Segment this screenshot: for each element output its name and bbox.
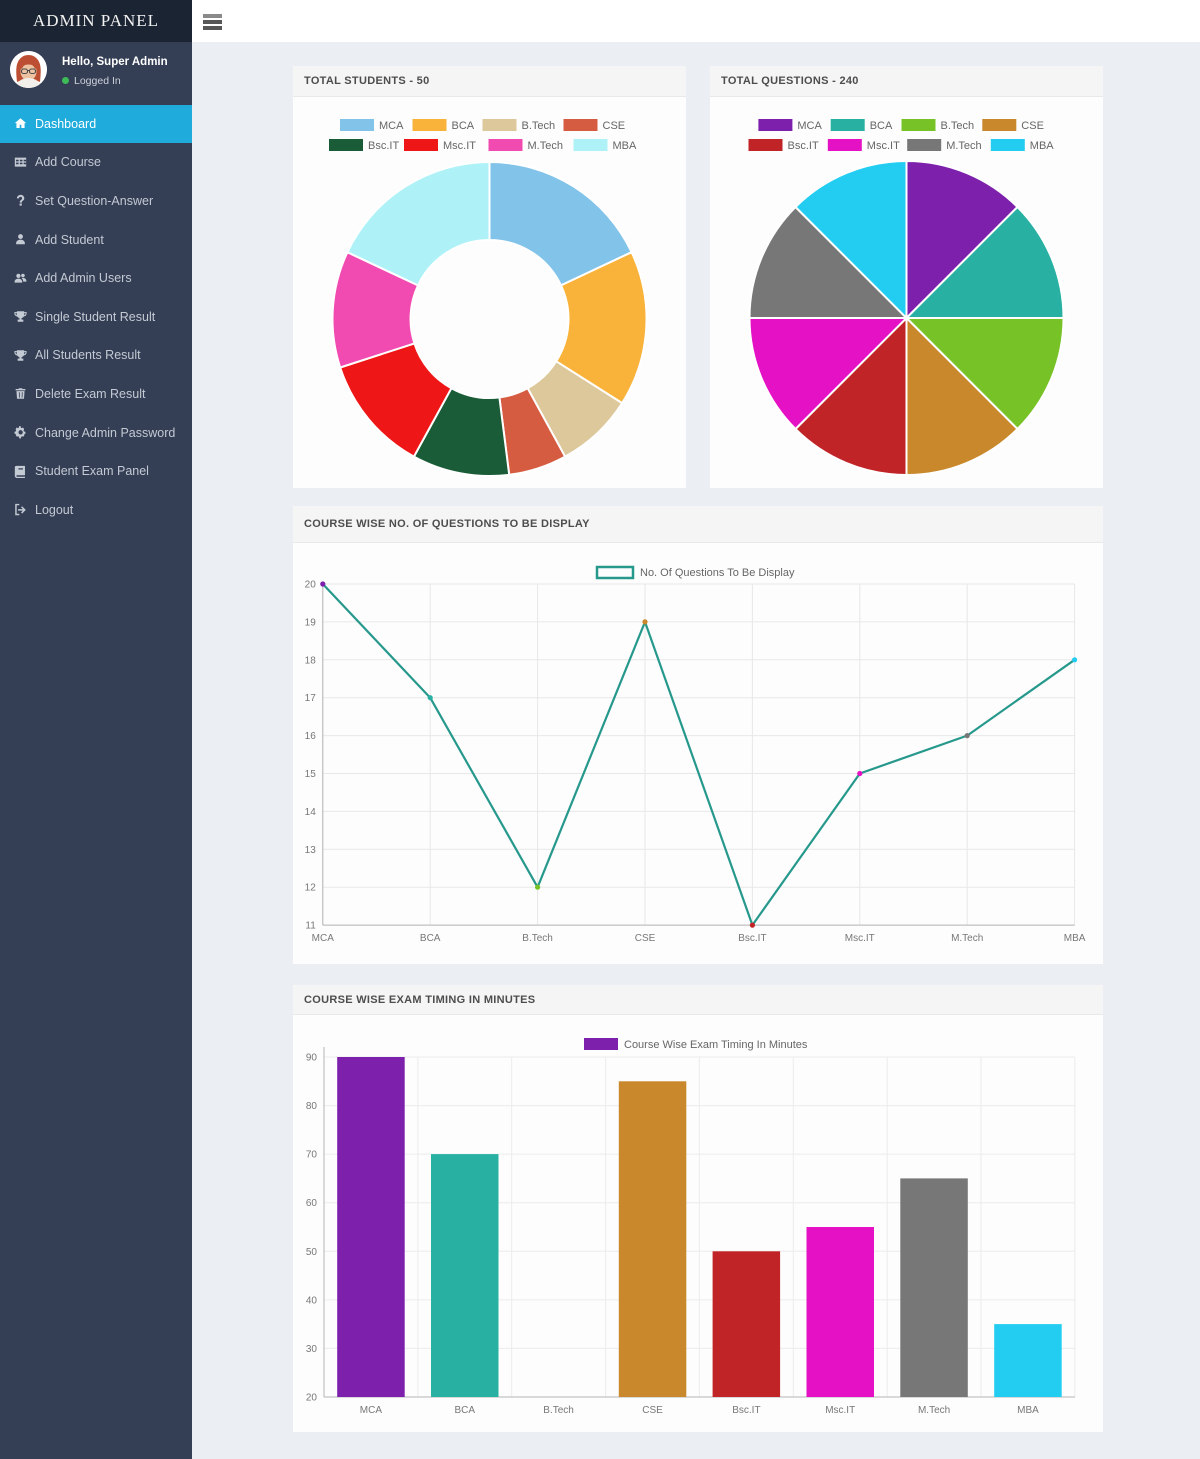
svg-text:BCA: BCA — [455, 1405, 476, 1416]
svg-text:90: 90 — [306, 1053, 318, 1064]
svg-text:Bsc.IT: Bsc.IT — [738, 933, 766, 944]
svg-text:13: 13 — [305, 845, 317, 856]
svg-text:CSE: CSE — [1021, 120, 1044, 132]
svg-text:Msc.IT: Msc.IT — [825, 1405, 855, 1416]
svg-text:B.Tech: B.Tech — [941, 120, 975, 132]
svg-text:Course Wise Exam Timing In Min: Course Wise Exam Timing In Minutes — [624, 1039, 808, 1051]
svg-text:16: 16 — [305, 731, 317, 742]
svg-text:Msc.IT: Msc.IT — [867, 140, 900, 152]
svg-text:BCA: BCA — [420, 933, 441, 944]
svg-text:19: 19 — [305, 617, 317, 628]
svg-text:B.Tech: B.Tech — [522, 933, 553, 944]
svg-text:M.Tech: M.Tech — [528, 140, 563, 152]
svg-text:Msc.IT: Msc.IT — [443, 140, 476, 152]
svg-text:30: 30 — [306, 1344, 318, 1355]
svg-text:MCA: MCA — [797, 120, 822, 132]
svg-text:MBA: MBA — [613, 140, 638, 152]
svg-text:CSE: CSE — [642, 1405, 663, 1416]
svg-text:14: 14 — [305, 807, 317, 818]
svg-text:Msc.IT: Msc.IT — [845, 933, 875, 944]
svg-text:18: 18 — [305, 655, 317, 666]
svg-text:B.Tech: B.Tech — [522, 120, 556, 132]
svg-text:80: 80 — [306, 1101, 318, 1112]
svg-text:MBA: MBA — [1030, 140, 1055, 152]
svg-text:MBA: MBA — [1064, 933, 1086, 944]
svg-text:70: 70 — [306, 1150, 318, 1161]
svg-text:20: 20 — [306, 1393, 318, 1404]
svg-text:12: 12 — [305, 883, 317, 894]
svg-text:BCA: BCA — [870, 120, 893, 132]
svg-text:11: 11 — [305, 921, 316, 932]
svg-text:CSE: CSE — [635, 933, 656, 944]
svg-text:M.Tech: M.Tech — [946, 140, 981, 152]
svg-text:15: 15 — [305, 769, 317, 780]
svg-text:Bsc.IT: Bsc.IT — [368, 140, 399, 152]
svg-text:MBA: MBA — [1017, 1405, 1039, 1416]
svg-text:Bsc.IT: Bsc.IT — [732, 1405, 760, 1416]
svg-text:60: 60 — [306, 1198, 318, 1209]
svg-text:40: 40 — [306, 1295, 318, 1306]
svg-text:M.Tech: M.Tech — [951, 933, 983, 944]
svg-text:17: 17 — [305, 693, 317, 704]
svg-text:20: 20 — [305, 580, 317, 591]
svg-text:MCA: MCA — [379, 120, 404, 132]
svg-text:Bsc.IT: Bsc.IT — [788, 140, 819, 152]
svg-text:No. Of Questions To Be Display: No. Of Questions To Be Display — [640, 567, 795, 579]
svg-text:MCA: MCA — [360, 1405, 383, 1416]
svg-text:BCA: BCA — [452, 120, 475, 132]
svg-text:M.Tech: M.Tech — [918, 1405, 950, 1416]
svg-text:50: 50 — [306, 1247, 318, 1258]
svg-text:CSE: CSE — [603, 120, 626, 132]
svg-text:MCA: MCA — [312, 933, 335, 944]
svg-text:B.Tech: B.Tech — [543, 1405, 574, 1416]
